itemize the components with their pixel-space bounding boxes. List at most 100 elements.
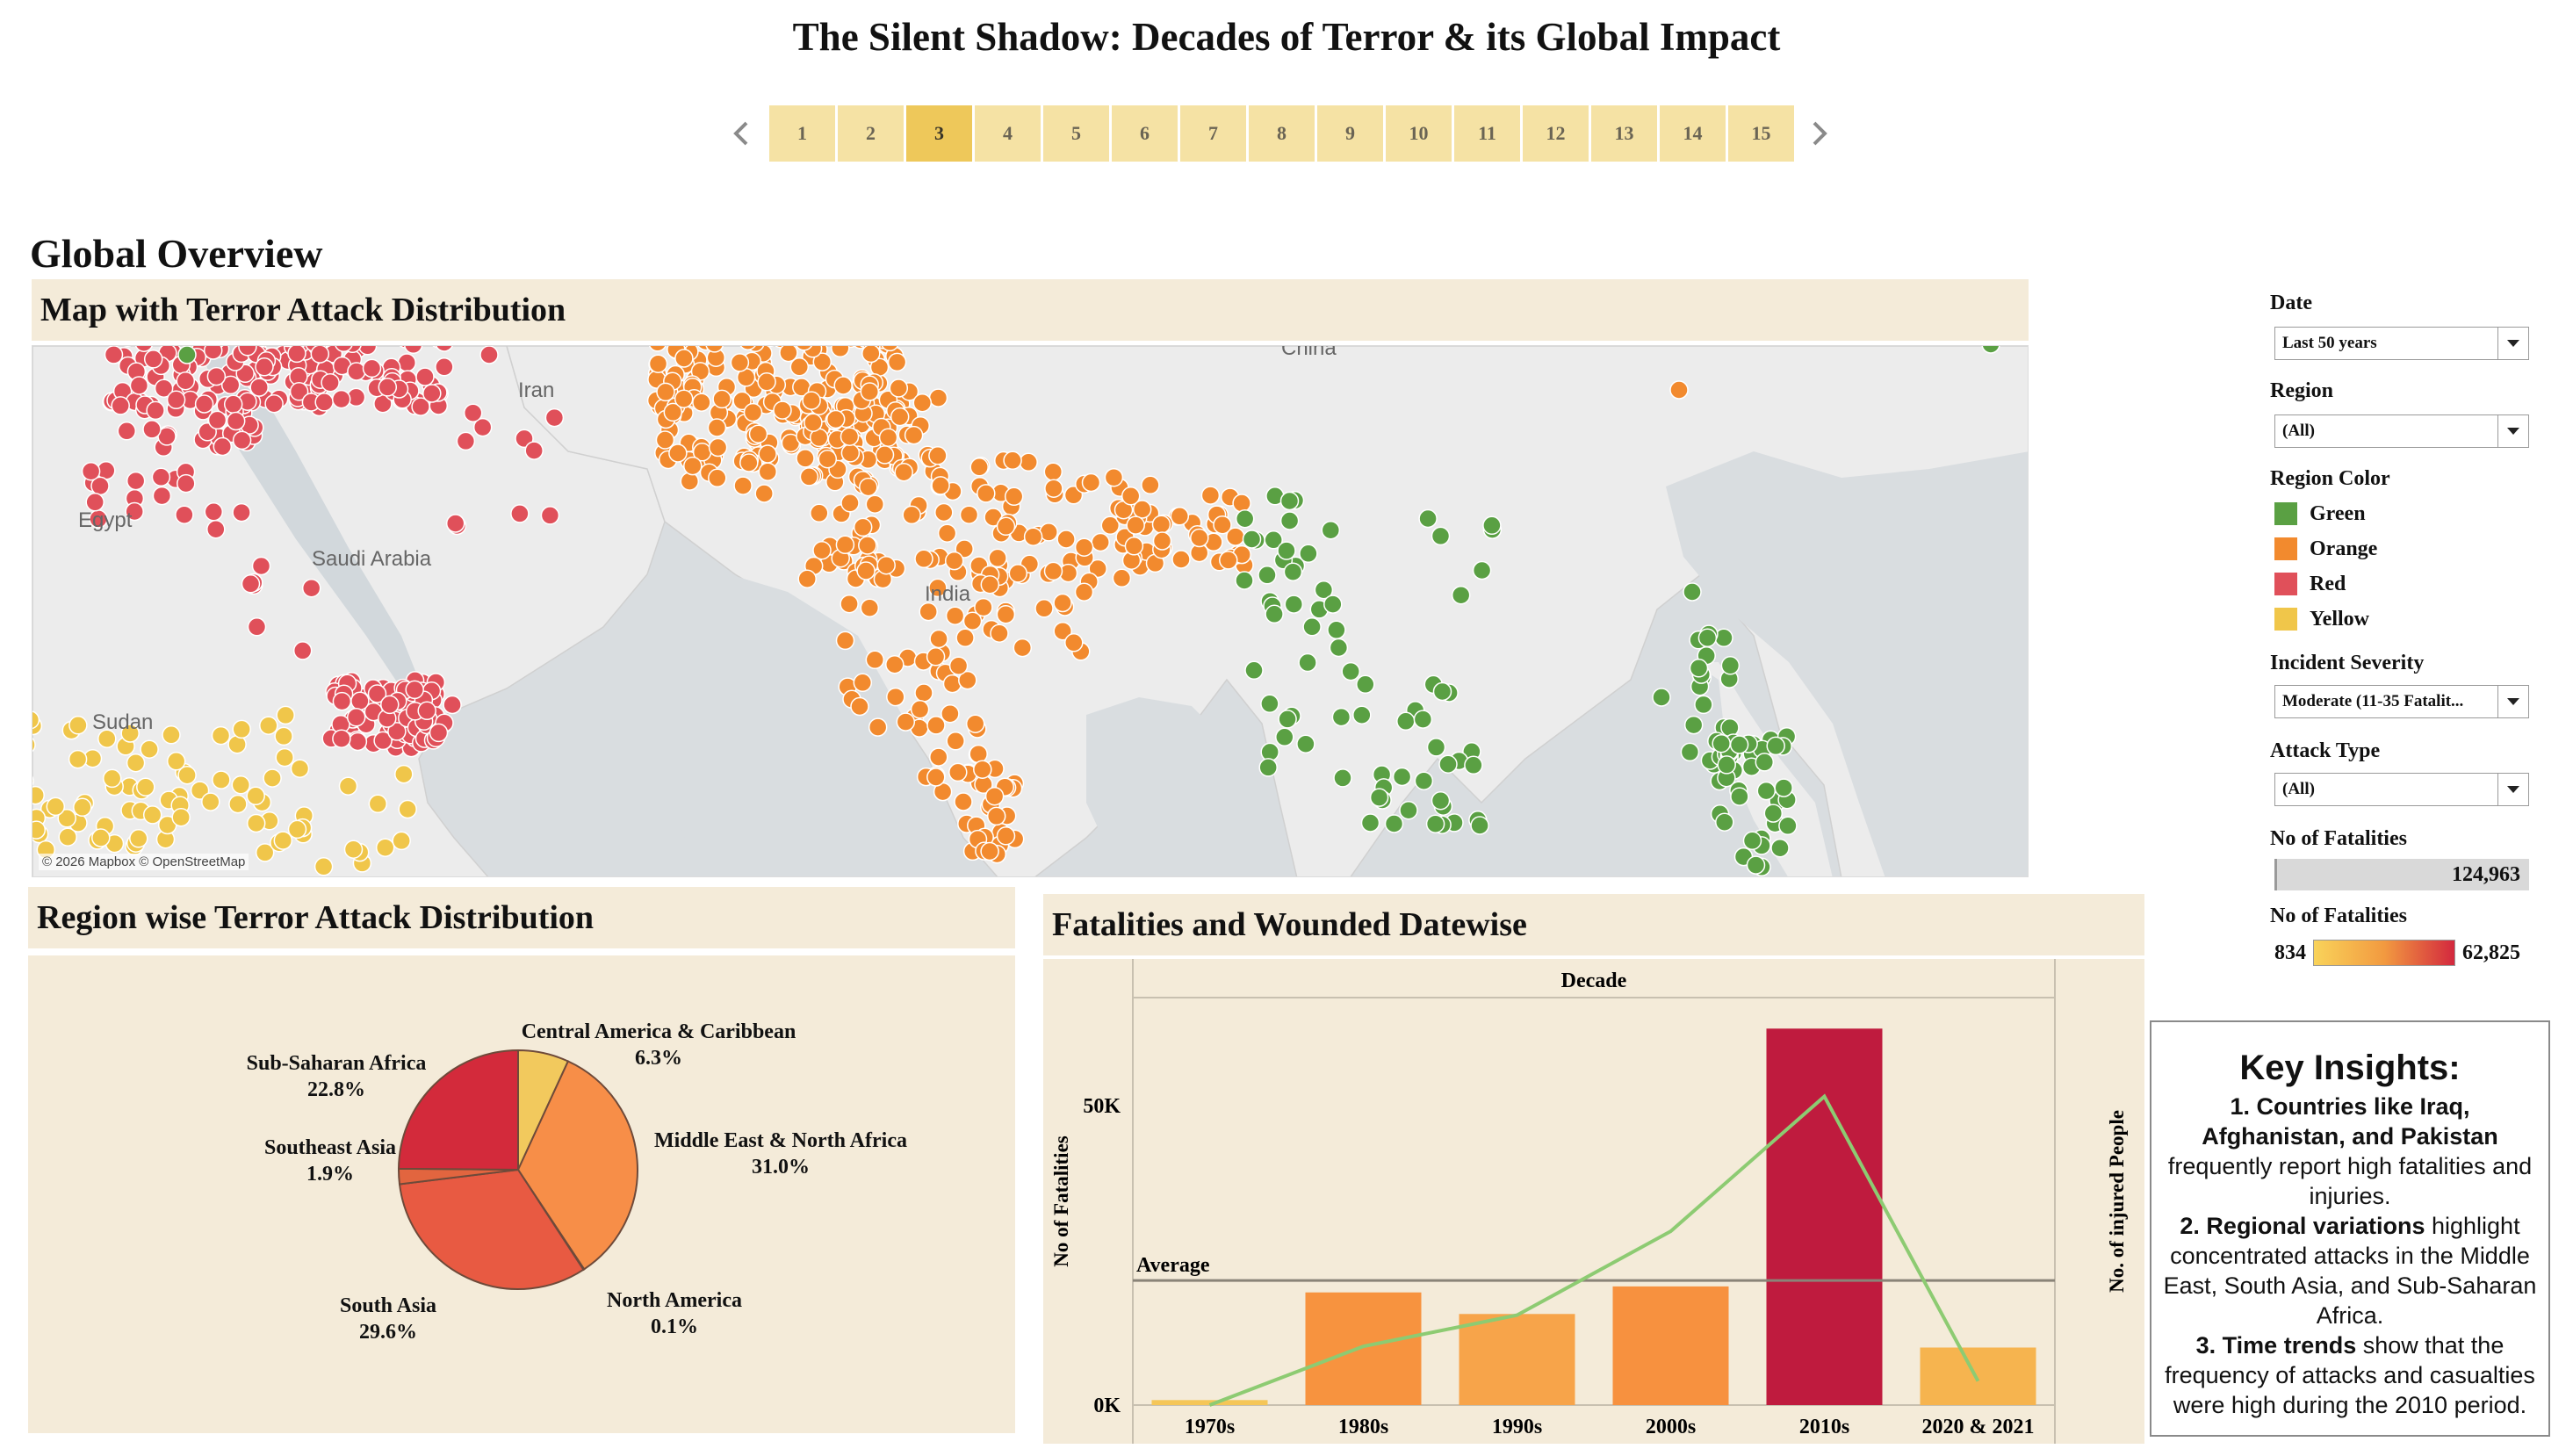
- attack-marker[interactable]: [948, 762, 968, 782]
- attack-marker[interactable]: [1034, 599, 1054, 618]
- attack-marker[interactable]: [166, 752, 186, 771]
- attack-marker[interactable]: [1088, 559, 1107, 579]
- attack-marker[interactable]: [1141, 475, 1160, 495]
- attack-marker[interactable]: [201, 792, 220, 811]
- attack-marker[interactable]: [959, 505, 979, 524]
- attack-marker[interactable]: [194, 394, 214, 414]
- next-story-button[interactable]: [1793, 105, 1846, 162]
- attack-marker[interactable]: [255, 357, 274, 377]
- attack-marker[interactable]: [1279, 491, 1300, 511]
- attack-marker[interactable]: [1124, 537, 1144, 556]
- attack-marker[interactable]: [32, 785, 45, 805]
- attack-marker[interactable]: [708, 437, 728, 458]
- attack-marker[interactable]: [861, 346, 881, 364]
- attack-marker[interactable]: [835, 631, 855, 651]
- attack-marker[interactable]: [251, 556, 271, 576]
- attack-marker[interactable]: [85, 493, 105, 512]
- attack-marker[interactable]: [1258, 758, 1278, 777]
- attack-marker[interactable]: [314, 857, 334, 876]
- attack-marker[interactable]: [889, 378, 909, 398]
- attack-marker[interactable]: [818, 449, 838, 469]
- attack-marker[interactable]: [1044, 479, 1063, 498]
- injured-line[interactable]: [1208, 1093, 1980, 1407]
- attack-marker[interactable]: [422, 384, 442, 403]
- attack-marker[interactable]: [1472, 560, 1492, 580]
- attack-marker[interactable]: [707, 418, 727, 437]
- attack-marker[interactable]: [176, 371, 196, 391]
- attack-marker[interactable]: [273, 831, 293, 850]
- attack-marker[interactable]: [276, 705, 295, 725]
- attack-marker[interactable]: [238, 346, 257, 357]
- attack-marker[interactable]: [228, 794, 248, 814]
- attack-marker[interactable]: [1064, 633, 1084, 652]
- attack-marker[interactable]: [1235, 508, 1255, 529]
- attack-marker[interactable]: [1352, 705, 1372, 724]
- attack-marker[interactable]: [1019, 452, 1038, 472]
- attack-marker[interactable]: [929, 747, 948, 767]
- attack-marker[interactable]: [1284, 595, 1304, 614]
- story-point-10[interactable]: 10: [1386, 105, 1452, 162]
- attack-marker[interactable]: [146, 400, 165, 421]
- attack-marker[interactable]: [142, 805, 162, 825]
- attack-marker[interactable]: [850, 696, 869, 717]
- attack-marker[interactable]: [1426, 738, 1446, 757]
- attack-marker[interactable]: [977, 484, 996, 503]
- attack-marker[interactable]: [914, 549, 933, 569]
- attack-marker[interactable]: [1126, 515, 1145, 535]
- attack-marker[interactable]: [143, 350, 163, 369]
- attack-marker[interactable]: [1244, 660, 1264, 681]
- attack-marker[interactable]: [1774, 778, 1793, 797]
- attack-marker[interactable]: [958, 670, 977, 690]
- attack-marker[interactable]: [885, 654, 905, 674]
- pie-slice[interactable]: [516, 1060, 638, 1271]
- attack-marker[interactable]: [812, 540, 832, 560]
- attack-marker[interactable]: [1298, 652, 1317, 673]
- attack-marker[interactable]: [1278, 710, 1297, 729]
- attack-marker[interactable]: [126, 753, 146, 773]
- attack-marker[interactable]: [129, 376, 149, 395]
- attack-marker[interactable]: [946, 732, 965, 751]
- attack-marker[interactable]: [1683, 582, 1702, 602]
- attack-marker[interactable]: [773, 400, 792, 420]
- attack-marker[interactable]: [1171, 550, 1191, 569]
- attack-marker[interactable]: [831, 346, 850, 358]
- attack-marker[interactable]: [32, 710, 40, 730]
- attack-marker[interactable]: [1299, 544, 1318, 564]
- story-point-15[interactable]: 15: [1728, 105, 1794, 162]
- attack-marker[interactable]: [1763, 804, 1784, 823]
- attack-marker[interactable]: [350, 691, 370, 711]
- attack-marker[interactable]: [443, 695, 462, 715]
- attack-marker[interactable]: [1729, 735, 1749, 754]
- attack-marker[interactable]: [1438, 754, 1458, 774]
- attack-marker[interactable]: [321, 372, 340, 393]
- attack-marker[interactable]: [1356, 674, 1375, 695]
- attack-marker[interactable]: [1013, 638, 1033, 658]
- attack-marker[interactable]: [758, 462, 778, 481]
- attack-marker[interactable]: [804, 413, 823, 432]
- attack-marker[interactable]: [1470, 816, 1489, 835]
- attack-marker[interactable]: [1369, 788, 1389, 807]
- attack-marker[interactable]: [247, 617, 267, 637]
- attack-marker[interactable]: [142, 420, 162, 439]
- attack-marker[interactable]: [973, 760, 992, 779]
- attack-marker[interactable]: [1296, 734, 1315, 753]
- attack-marker[interactable]: [1482, 515, 1502, 536]
- attack-marker[interactable]: [945, 606, 965, 625]
- attack-marker[interactable]: [748, 424, 768, 443]
- attack-marker[interactable]: [162, 725, 181, 745]
- attack-marker[interactable]: [1717, 755, 1736, 775]
- map-attribution[interactable]: © 2026 Mapbox © OpenStreetMap: [39, 854, 249, 870]
- attack-marker[interactable]: [928, 446, 948, 465]
- attack-marker[interactable]: [1132, 500, 1152, 519]
- attack-marker[interactable]: [445, 514, 465, 533]
- attack-marker[interactable]: [1323, 595, 1343, 614]
- attack-marker[interactable]: [357, 346, 378, 356]
- attack-marker[interactable]: [954, 792, 973, 811]
- attack-marker[interactable]: [125, 501, 144, 522]
- attack-marker[interactable]: [246, 813, 266, 833]
- attack-marker[interactable]: [1104, 467, 1124, 487]
- attack-marker[interactable]: [331, 389, 351, 409]
- attack-marker[interactable]: [1265, 604, 1284, 624]
- attack-marker[interactable]: [226, 411, 246, 431]
- attack-marker[interactable]: [1100, 515, 1121, 536]
